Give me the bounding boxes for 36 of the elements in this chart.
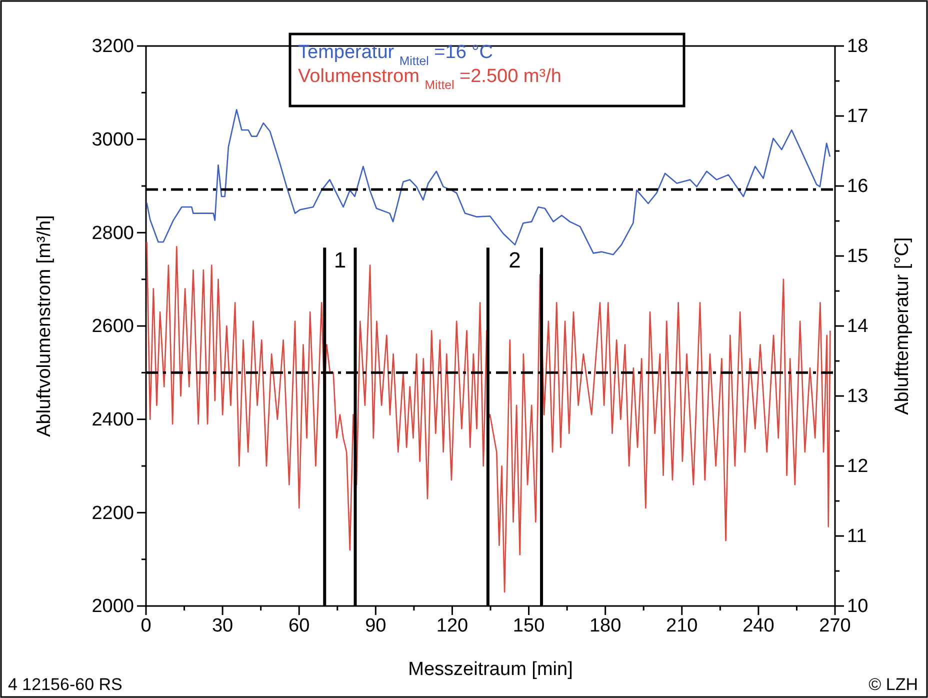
- y-tick-label: 2000: [92, 596, 134, 618]
- line-series: [146, 241, 831, 593]
- x-tick-label: 0: [140, 615, 152, 636]
- x-tick-label: 150: [512, 615, 545, 636]
- y2-tick-label: 12: [847, 456, 868, 478]
- x-tick-label: 180: [589, 615, 622, 636]
- y2-tick-label: 18: [847, 36, 868, 58]
- x-tick-label: 90: [365, 615, 386, 636]
- y-axis-title: Abluftvolumenstrom [m³/h]: [34, 215, 55, 437]
- x-tick-label: 30: [212, 615, 234, 636]
- y2-tick-label: 13: [847, 386, 868, 408]
- annotation: 2: [508, 248, 521, 273]
- text: Volumenstrom $_{Mittel}$ =2.500 m³/h: [298, 66, 562, 92]
- x-tick-label: 210: [666, 615, 698, 636]
- x-tick-label: 60: [288, 615, 310, 636]
- y2-tick-label: 16: [847, 176, 868, 198]
- y-tick-label: 3200: [92, 36, 134, 58]
- text: 4 12156-60 RS: [8, 675, 122, 694]
- text: © LZH: [868, 675, 918, 694]
- y-tick-label: 2600: [92, 316, 134, 338]
- annotation: 1: [334, 248, 346, 273]
- x-tick-label: 120: [436, 615, 468, 636]
- y-tick-label: 3000: [92, 129, 134, 150]
- y2-axis-title: Ablufttemperatur [°C]: [892, 237, 913, 415]
- y-tick-label: 2800: [92, 222, 134, 244]
- y2-tick-label: 11: [847, 526, 867, 548]
- y2-tick-label: 10: [847, 596, 868, 618]
- y-tick-label: 2400: [92, 409, 134, 430]
- y2-tick-label: 14: [847, 316, 869, 338]
- y-tick-label: 2200: [92, 502, 134, 524]
- x-axis-title: Messzeitraum [min]: [408, 659, 573, 680]
- x-tick-label: 270: [819, 615, 851, 636]
- y2-tick-label: 15: [847, 246, 868, 268]
- text: Temperatur $_{Mittel}$ =16 °C: [298, 42, 493, 68]
- x-tick-label: 240: [742, 615, 774, 636]
- y2-tick-label: 17: [847, 106, 868, 128]
